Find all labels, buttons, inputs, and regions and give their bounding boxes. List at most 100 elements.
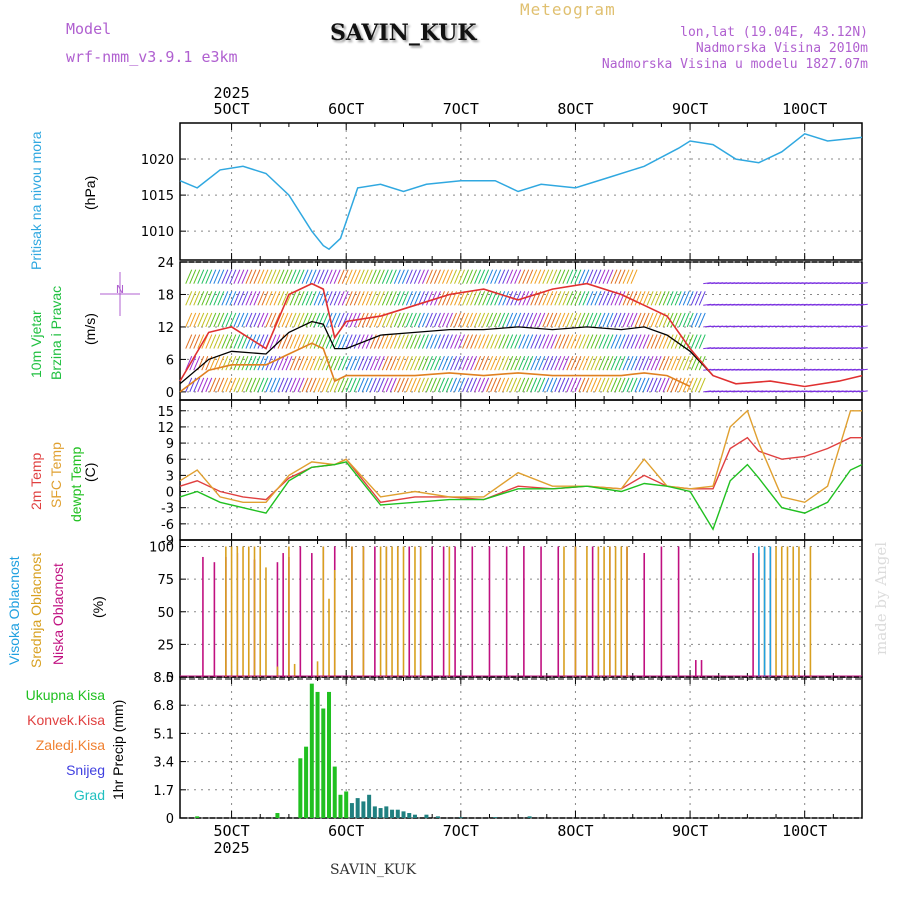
wind-barb: [189, 269, 197, 284]
wind-barb: [373, 356, 381, 371]
precip-bar: [275, 813, 280, 818]
wind-barb: [554, 334, 562, 349]
wind-barb: [470, 291, 478, 306]
wind-barb: [309, 312, 317, 328]
wind-barb: [598, 291, 606, 306]
wind-barb: [325, 312, 333, 328]
wind-barb: [261, 291, 269, 306]
wind-barb: [345, 269, 353, 284]
wind-barb: [470, 334, 478, 349]
x-day-label-bottom: 8OCT: [557, 822, 593, 840]
wind-barb: [249, 377, 257, 393]
wind-barb: [293, 334, 301, 349]
wind-barb: [397, 334, 405, 349]
wind-barb: [405, 269, 413, 284]
wind-barb: [365, 312, 373, 328]
wind-barb: [225, 356, 233, 371]
wind-barb: [277, 334, 285, 349]
wind-barb: [550, 334, 558, 349]
wind-barb: [309, 377, 317, 393]
wind-barb: [570, 334, 578, 349]
wind-barb: [658, 291, 666, 306]
wind-barb: [237, 312, 245, 328]
wind-barb: [526, 377, 534, 393]
wind-barb: [373, 291, 381, 306]
panel-frame-temperature: [179, 399, 863, 541]
wind-barb: [606, 269, 614, 284]
y-tick-label: 5.1: [153, 727, 174, 742]
wind-barb: [305, 269, 313, 284]
wind-barb: [293, 377, 301, 393]
sfctemp-label: SFC Temp: [48, 442, 64, 508]
wind-barb: [377, 377, 385, 393]
wind-barb: [498, 356, 506, 371]
wind-barb: [253, 312, 261, 328]
wind-barb: [413, 312, 421, 328]
wind-barb: [450, 356, 457, 371]
wind-barb: [301, 334, 309, 349]
wind-barb: [478, 334, 486, 349]
wind-barb: [217, 377, 225, 393]
wind-barb: [634, 291, 642, 306]
wind-barb: [397, 356, 405, 371]
wind-barb: [446, 356, 453, 371]
precip-bar: [527, 816, 532, 818]
wind-barb: [313, 269, 321, 284]
wind-barb: [486, 356, 494, 371]
precip-bar: [378, 808, 383, 818]
wind-barb: [859, 368, 868, 371]
y-tick-label: 15: [157, 405, 174, 420]
wind-barb: [622, 356, 630, 371]
wind-barb: [678, 312, 686, 328]
wind-barb: [634, 312, 642, 328]
wind-barb: [321, 334, 329, 349]
wind-barb: [678, 291, 686, 306]
wind-barb: [486, 269, 494, 284]
wind-barb: [225, 312, 233, 328]
wind-barb: [425, 356, 433, 371]
wind-barb: [421, 377, 429, 393]
wind-barb: [678, 377, 686, 393]
wind-barb: [674, 312, 682, 328]
wind-barb: [586, 356, 594, 371]
wind-barb: [546, 356, 554, 371]
wind-barb: [526, 312, 534, 328]
wind-barb: [205, 334, 213, 349]
wind-barb: [205, 312, 213, 328]
wind-barb: [289, 269, 297, 284]
wind-barb: [614, 269, 622, 284]
wind-barb: [421, 334, 429, 349]
temp2m-label: 2m Temp: [28, 452, 44, 510]
wind-barb: [349, 291, 357, 306]
wind-barb: [554, 312, 562, 328]
wind-barb: [209, 312, 217, 328]
precip-bar: [407, 813, 412, 818]
wind-barb: [341, 356, 349, 371]
pressure-unit: (hPa): [82, 175, 98, 210]
y-tick-label: 100: [149, 541, 174, 556]
wind-barb: [506, 377, 514, 393]
wind-barb: [474, 312, 482, 328]
wind-unit: (m/s): [82, 313, 98, 345]
wind-barb: [490, 312, 498, 328]
wind-barb: [582, 356, 590, 371]
wind-barb: [337, 291, 345, 306]
wind-barb: [698, 334, 706, 349]
wind-barb: [574, 377, 582, 393]
wind-barb: [313, 291, 321, 306]
wind-barb: [425, 377, 433, 393]
wind-barb: [397, 291, 405, 306]
x-day-label-top: 7OCT: [443, 100, 479, 118]
wind-barb: [598, 312, 606, 328]
wind-barb: [321, 269, 329, 284]
wind-barb: [425, 269, 433, 284]
wind-barb: [353, 377, 361, 393]
wind-barb: [506, 356, 514, 371]
wind-barb: [594, 334, 602, 349]
wind-barb: [686, 312, 694, 328]
wind-barb: [349, 356, 357, 371]
wind-barb: [654, 291, 662, 306]
wind-barb: [217, 312, 225, 328]
wind-barb: [506, 334, 514, 349]
model-label: Model: [66, 20, 112, 38]
